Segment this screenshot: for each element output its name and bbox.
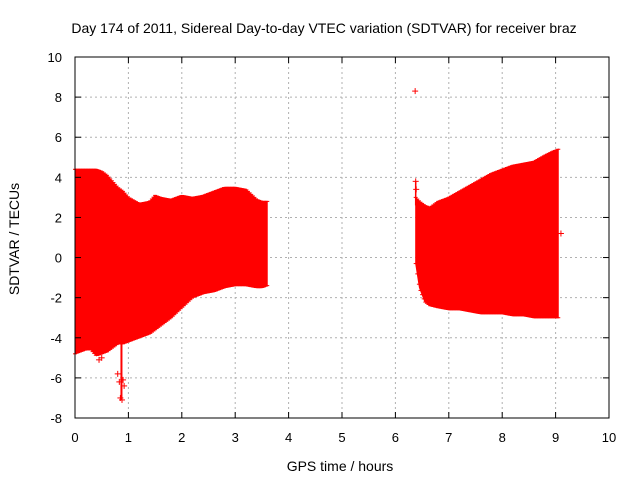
y-tick-label: -2 (50, 291, 62, 306)
y-tick-label: 10 (48, 50, 62, 65)
x-tick-label: 2 (178, 430, 185, 445)
chart-title: Day 174 of 2011, Sidereal Day-to-day VTE… (71, 20, 576, 36)
y-axis-label: SDTVAR / TECUs (6, 183, 22, 295)
x-tick-label: 5 (338, 430, 345, 445)
y-tick-label: 6 (55, 130, 62, 145)
y-tick-label: -4 (50, 331, 62, 346)
data-layer (73, 88, 564, 403)
x-tick-label: 3 (232, 430, 239, 445)
outlier-points (96, 88, 564, 403)
y-tick-label: -8 (50, 411, 62, 426)
x-tick-label: 8 (499, 430, 506, 445)
y-tick-labels: -8 -6 -4 -2 0 2 4 6 8 10 (48, 50, 62, 426)
series-band (415, 148, 559, 319)
x-axis-label: GPS time / hours (287, 458, 394, 474)
axis-ticks (74, 56, 610, 419)
series-band (74, 168, 268, 357)
x-tick-labels: 0 1 2 3 4 5 6 7 8 9 10 (71, 430, 616, 445)
x-tick-label: 1 (125, 430, 132, 445)
x-tick-label: 4 (285, 430, 292, 445)
x-tick-label: 9 (552, 430, 559, 445)
x-tick-label: 10 (602, 430, 616, 445)
y-tick-label: 2 (55, 210, 62, 225)
y-tick-label: 4 (55, 170, 62, 185)
series-2 (413, 148, 561, 319)
series-1 (73, 168, 270, 357)
y-tick-label: 0 (55, 251, 62, 266)
x-tick-label: 0 (71, 430, 78, 445)
x-tick-label: 6 (392, 430, 399, 445)
y-tick-label: -6 (50, 371, 62, 386)
y-tick-label: 8 (55, 90, 62, 105)
x-tick-label: 7 (445, 430, 452, 445)
